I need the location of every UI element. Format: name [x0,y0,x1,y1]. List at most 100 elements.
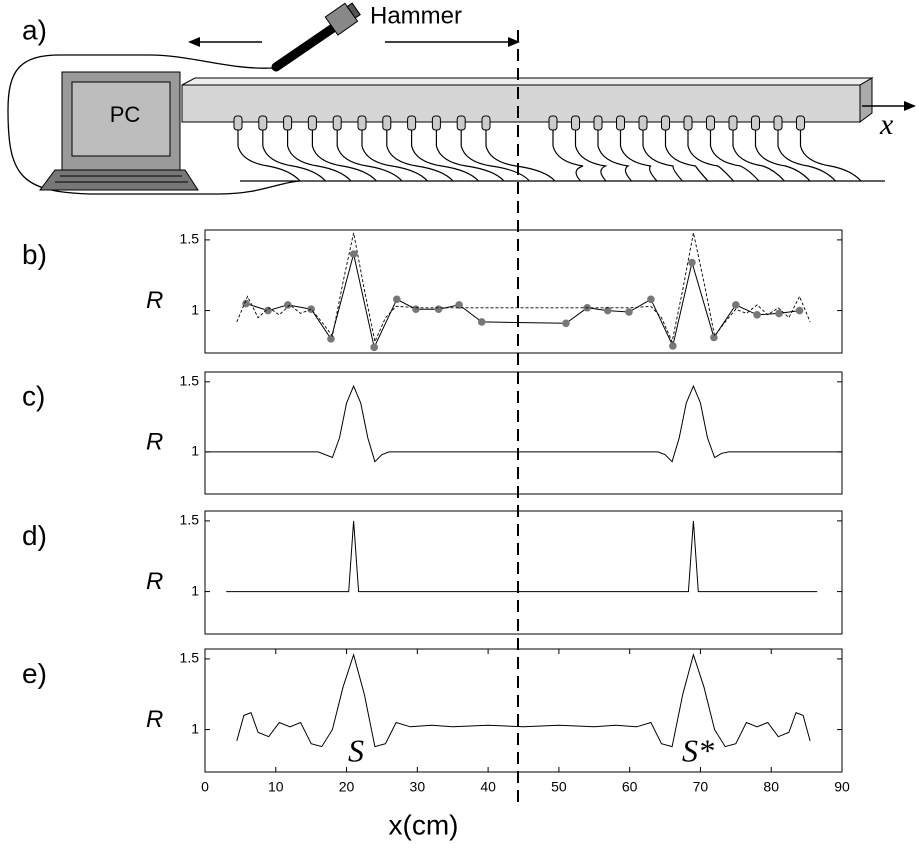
line-series [236,232,811,344]
y-axis-label: R [146,706,163,733]
x-tick-label: 10 [268,779,284,795]
panel-label: b) [22,239,47,270]
sensor [751,115,760,131]
line-series [236,652,811,748]
hammer-handle [271,21,341,72]
sensor [683,115,693,131]
hammer-head [324,2,361,36]
wire [709,130,760,182]
plot-frame [204,648,843,773]
data-point [370,343,378,352]
x-tick-label: 70 [693,779,709,795]
panel-label: a) [22,14,47,45]
plot-frame [204,371,843,495]
sensor [258,115,268,131]
data-point [732,301,740,309]
data-point [434,305,443,313]
wire [435,130,505,182]
wire [777,130,836,182]
wire [597,130,632,182]
data-point [795,306,804,315]
arrow-head [904,101,916,111]
wire [411,130,479,182]
x-axis-label: x(cm) [389,809,459,840]
beam-top [181,77,874,86]
wire [485,130,556,182]
x-tick-label: 90 [834,779,850,795]
data-point [603,306,612,315]
wire [687,130,734,182]
data-point [412,305,420,313]
sensor [593,115,603,131]
data-point [477,318,486,326]
data-point [393,295,401,304]
line-series [245,253,800,349]
plot-frame [204,229,843,354]
x-tick-label: 0 [201,779,209,795]
annotation: S [348,732,364,768]
wire [754,130,811,182]
y-axis-label: R [146,287,163,314]
data-point [327,335,335,343]
x-tick-label: 40 [480,779,496,795]
data-point [753,311,761,319]
y-tick-label: 1.5 [180,373,200,389]
sensor [661,115,670,131]
data-point [625,308,633,316]
data-point [647,295,655,304]
data-point [455,301,463,309]
beam-end [859,77,873,123]
x-tick-label: 80 [763,779,779,795]
wire [642,130,683,182]
data-point [669,342,677,350]
sensor [728,115,738,131]
hammer-label: Hammer [370,2,462,29]
laptop-base [39,169,199,191]
data-point [349,250,358,258]
wire [287,130,352,182]
data-point [688,258,696,267]
wire [386,130,454,182]
data-point [710,333,718,342]
y-tick-label: 1.5 [180,231,200,247]
x-tick-label: 20 [339,779,355,795]
wire [361,130,428,182]
arrow-head [508,37,520,47]
x-tick-label: 50 [551,779,567,795]
sensor [456,115,466,131]
y-tick-label: 1 [191,720,199,736]
sensor [233,115,243,131]
data-point [284,301,292,309]
sensor [407,115,417,131]
sensors [233,115,862,182]
sensor [382,115,392,131]
wire [732,130,785,182]
sensor [638,115,648,131]
sensor [571,115,580,131]
y-axis-label: R [146,568,163,595]
x-axis-label: x [879,108,894,141]
sensor [481,115,491,131]
sensor [706,115,715,131]
wire [460,130,530,182]
wire [262,130,326,182]
sensor [357,115,367,131]
y-tick-label: 1.5 [180,512,200,528]
line-series [226,520,818,593]
x-tick-label: 60 [622,779,638,795]
panel-label: d) [22,520,47,551]
arrow-head [188,37,200,47]
cable [7,54,301,195]
sensor [616,115,625,131]
wire [574,130,608,182]
line-series [205,384,842,463]
pc-label: PC [110,102,141,127]
y-tick-label: 1 [191,582,199,598]
beam-front [181,84,861,123]
laptop-display [71,81,171,157]
y-tick-label: 1.5 [180,650,200,666]
data-point [242,299,250,308]
wire [619,130,658,182]
sensor [773,115,783,131]
